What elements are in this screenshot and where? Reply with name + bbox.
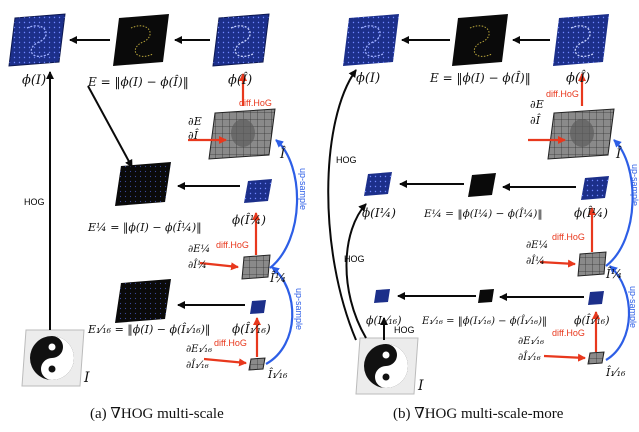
Ihat-grid — [208, 108, 276, 160]
dIs-label-b: ∂Î₁⁄₁₆ — [518, 351, 541, 363]
phi-Ihat-map — [212, 13, 270, 67]
phi-Iq-plain-map-b — [364, 172, 392, 196]
up-sample-label-b1: up-sample — [630, 164, 639, 206]
phi-Ihat-map-b — [553, 14, 609, 66]
diff-hog-label-a3: diff.HoG — [214, 338, 247, 348]
panel-a: HOG ϕ(I) E = ‖ϕ(I) − ϕ(Î)‖ ϕ(Î) diff.HoG… — [8, 13, 308, 387]
phi-Iq-label-b: ϕ(Î¼) — [574, 205, 608, 220]
Eq-label-a: E¼ = ‖ϕ(I) − ϕ(Î¼)‖ — [87, 220, 202, 235]
phi-Ihat-label-b: ϕ(Î) — [566, 70, 590, 86]
Is-grid — [248, 357, 266, 371]
Iq-grid-b — [577, 251, 607, 277]
diff-hog-label-b2: diff.HoG — [552, 232, 585, 242]
phi-Iq-map-b — [581, 176, 609, 200]
Ihat-label-a: Î — [279, 146, 286, 162]
caption-b: (b) ∇HOG multi-scale-more — [393, 406, 564, 422]
input-image-b — [355, 337, 419, 395]
dI-label-a: ∂Î — [188, 128, 199, 142]
arrows-b — [327, 36, 634, 362]
dE-label-a: ∂E — [188, 115, 202, 128]
up-sample-label-a1: up-sample — [298, 168, 308, 210]
hog-label-a: HOG — [24, 197, 45, 207]
Iq-label-b: Î¼ — [605, 266, 622, 281]
phi-I-label-b: ϕ(I) — [356, 71, 380, 86]
dIs-label-a: ∂Î₁⁄₁₆ — [186, 359, 209, 371]
E-sixteenth-map-b — [478, 289, 494, 303]
phi-Ihat-label-a: ϕ(Î) — [228, 72, 252, 88]
error-map-b — [452, 14, 508, 66]
phi-Is-map — [250, 300, 266, 314]
phi-Iq-label-a: ϕ(Î¼) — [232, 212, 266, 227]
up-sample-label-a2: up-sample — [294, 288, 304, 330]
E-sixteenth-map — [115, 279, 171, 323]
dEs-label-a: ∂E₁⁄₁₆ — [186, 344, 212, 355]
hog-label-b3: HOG — [394, 325, 415, 335]
Eq-label-b: E¼ = ‖ϕ(I¼) − ϕ(Î¼)‖ — [423, 206, 543, 221]
Ihat-label-b: Î — [615, 146, 622, 162]
caption-a: (a) ∇HOG multi-scale — [90, 406, 224, 422]
arrows-a — [46, 36, 299, 367]
I-label-a: I — [83, 370, 90, 386]
phi-Is-plain-map-b — [374, 289, 390, 303]
dEs-label-b: ∂E₁⁄₁₆ — [518, 336, 544, 347]
up-sample-label-b2: up-sample — [628, 286, 638, 328]
E-label-b: E = ‖ϕ(I) − ϕ(Î)‖ — [429, 70, 531, 85]
E-label-a: E = ‖ϕ(I) − ϕ(Î)‖ — [87, 74, 189, 89]
dIq-label-a: ∂Î¼ — [188, 259, 207, 271]
Is-label-a: Î₁⁄₁₆ — [267, 367, 288, 381]
Es-label-a: E₁⁄₁₆ = ‖ϕ(I) − ϕ(Î₁⁄₁₆)‖ — [87, 322, 210, 337]
dE-label-b: ∂E — [530, 98, 544, 111]
Ihat-grid-b — [547, 108, 615, 160]
hog-label-b1: HOG — [336, 155, 357, 165]
I-label-b: I — [417, 378, 424, 394]
diff-hog-label-b3: diff.HoG — [552, 328, 585, 338]
dEq-label-a: ∂E¼ — [188, 244, 210, 255]
E-quarter-map — [115, 162, 171, 206]
phi-Is-label-a: ϕ(Î₁⁄₁₆) — [232, 321, 271, 336]
phi-Iq-map — [244, 179, 272, 203]
Is-grid-b — [587, 351, 605, 365]
phi-I-label-a: ϕ(I) — [22, 73, 46, 88]
panel-b: HOG HOG HOG ϕ(I) E = ‖ϕ(I) − ϕ(Î)‖ ϕ(Î) … — [327, 14, 639, 395]
dIq-label-b: ∂Î¼ — [526, 255, 545, 267]
E-quarter-map-b — [468, 173, 496, 197]
diff-hog-label-a1: diff.HoG — [239, 98, 272, 108]
phi-Is-plain-label-b: ϕ(I₁⁄₁₆) — [366, 314, 402, 327]
phi-Iq-plain-label-b: ϕ(I¼) — [362, 206, 396, 220]
phi-I-map — [8, 13, 66, 67]
error-map — [113, 14, 169, 66]
phi-Is-map-b — [588, 291, 604, 305]
Iq-label-a: Î¼ — [269, 270, 286, 285]
input-image-a — [21, 329, 85, 387]
phi-Is-label-b: ϕ(Î₁⁄₁₆) — [574, 313, 610, 327]
dI-label-b: ∂Î — [530, 113, 541, 127]
Is-label-b: Î₁⁄₁₆ — [605, 365, 626, 379]
diff-hog-label-a2: diff.HoG — [216, 240, 249, 250]
Iq-grid — [241, 254, 271, 280]
hog-label-b2: HOG — [344, 254, 365, 264]
dEq-label-b: ∂E¼ — [526, 240, 548, 251]
diff-hog-label-b1: diff.HoG — [546, 89, 579, 99]
Es-label-b: E₁⁄₁₆ = ‖ϕ(I₁⁄₁₆) − ϕ(Î₁⁄₁₆)‖ — [421, 315, 547, 327]
phi-I-map-b — [343, 14, 399, 66]
